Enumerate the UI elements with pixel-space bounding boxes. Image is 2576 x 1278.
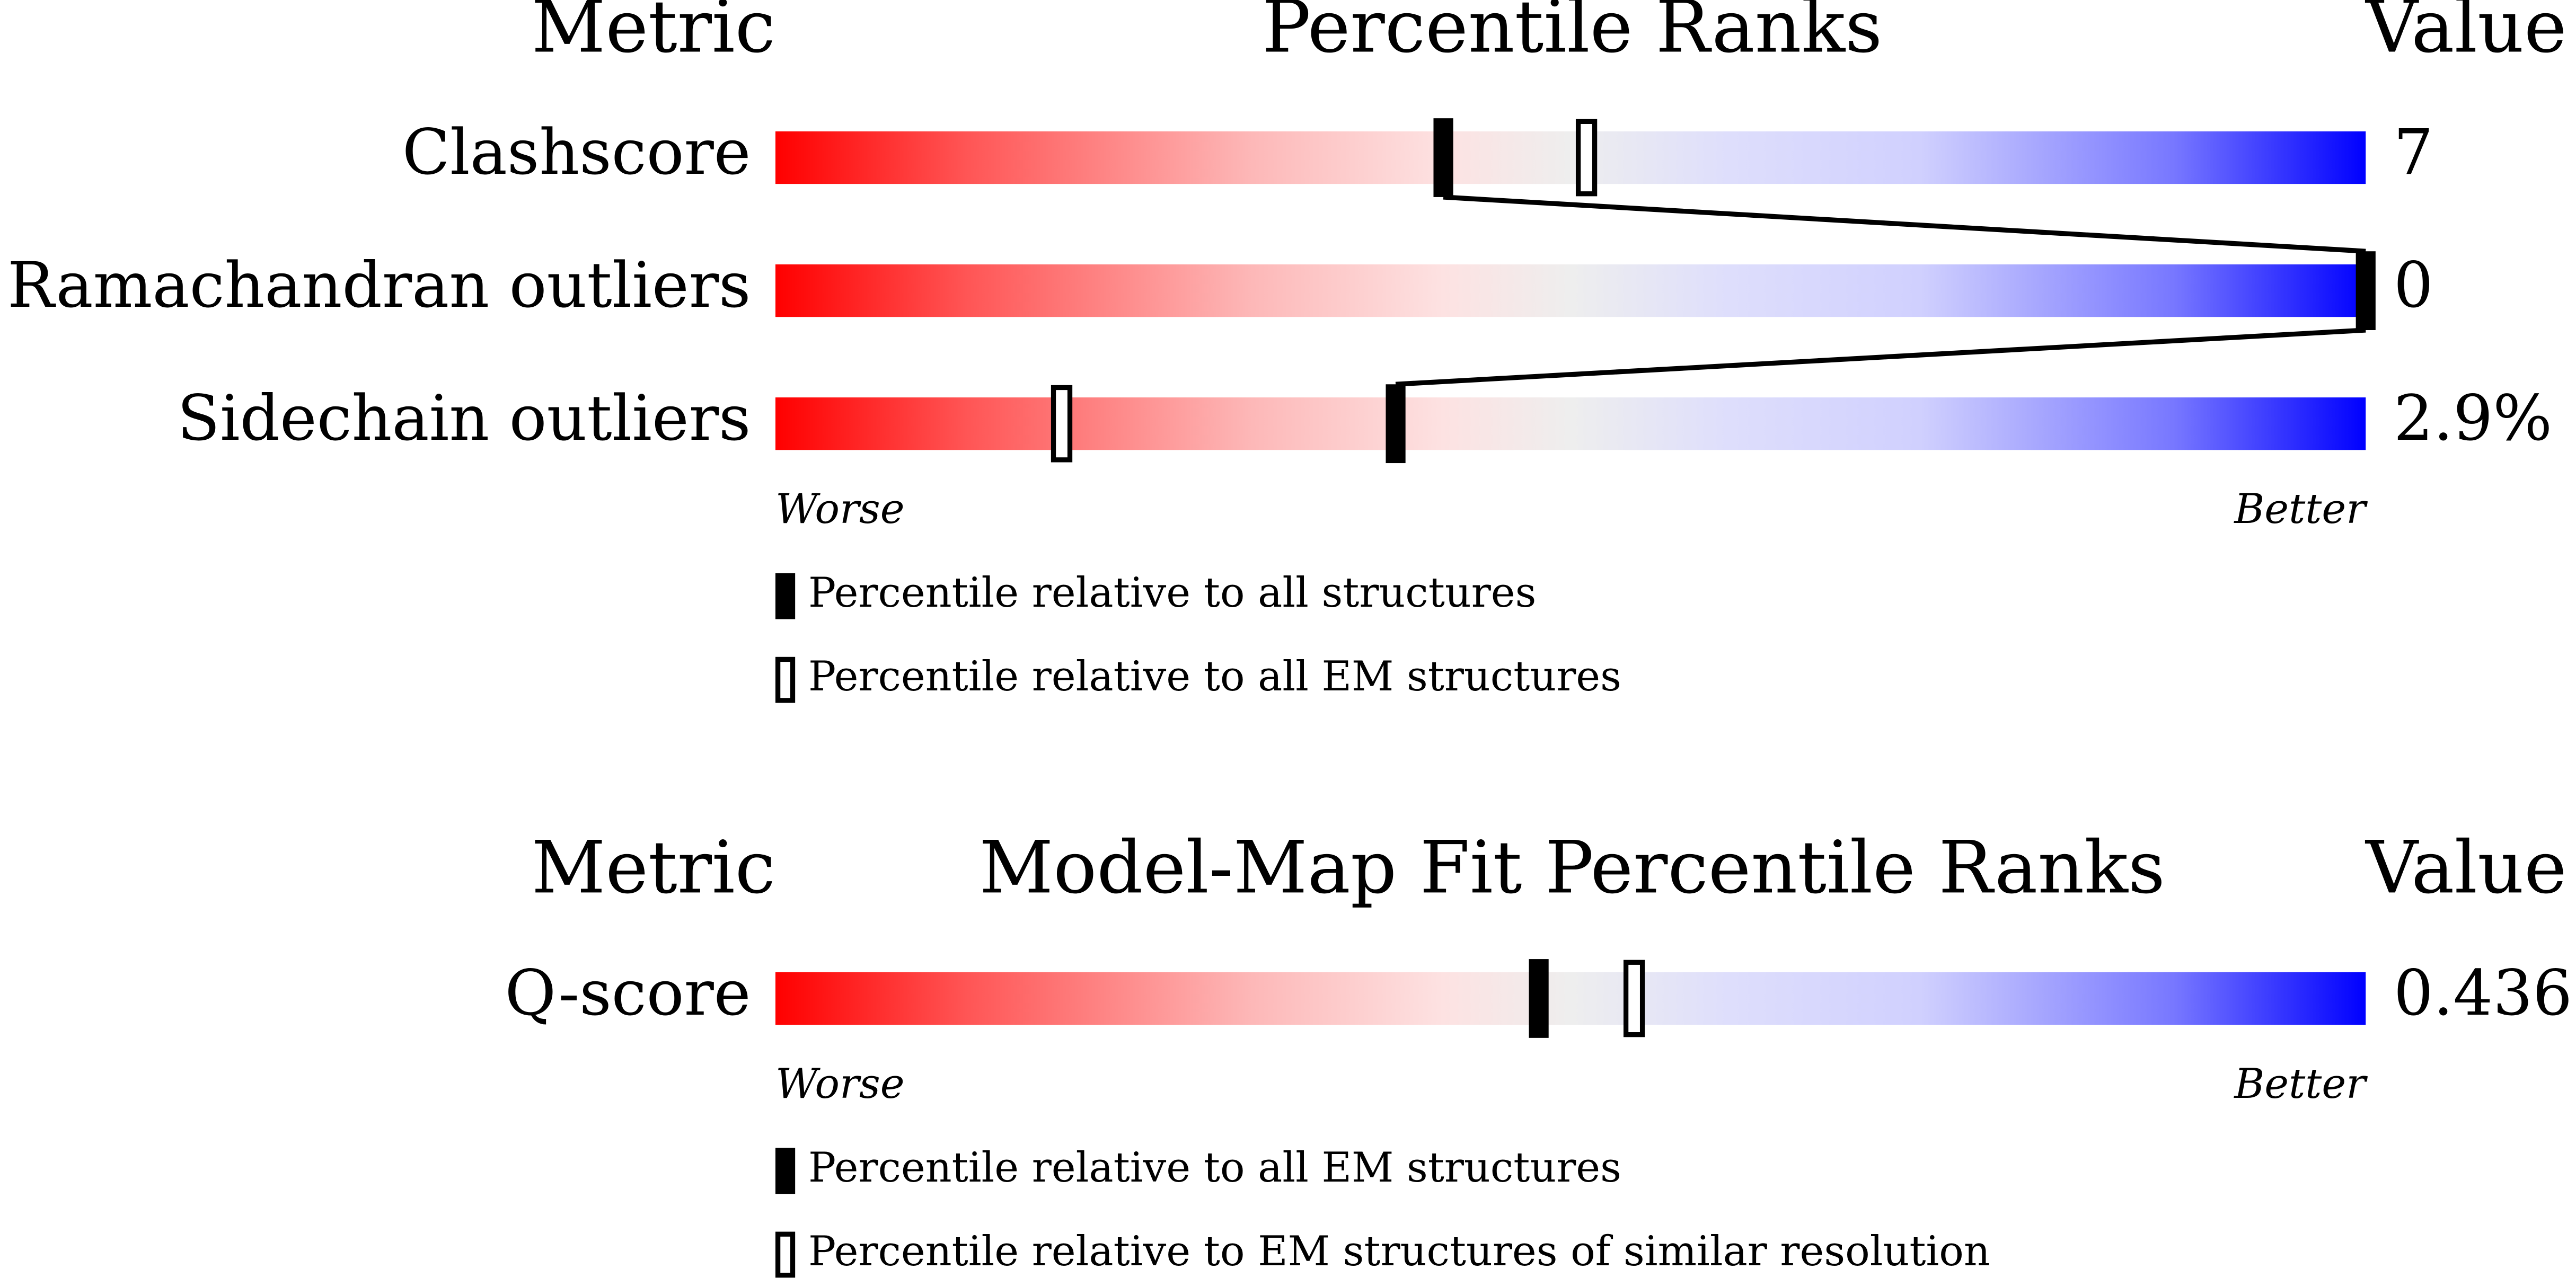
panel-title: Model-Map Fit Percentile Ranks xyxy=(980,826,2165,910)
legend-filled-icon xyxy=(775,573,796,619)
better-label: Better xyxy=(2233,1060,2368,1108)
legend-open: Percentile relative to EM structures of … xyxy=(808,1228,1990,1275)
metric-label: Ramachandran outliers xyxy=(7,249,751,322)
metric-label: Q-score xyxy=(505,957,751,1030)
legend-open: Percentile relative to all EM structures xyxy=(808,653,1621,700)
panel-title: Percentile Ranks xyxy=(1262,0,1882,69)
metric-value: 0 xyxy=(2394,249,2433,322)
metric-header: Metric xyxy=(532,0,775,69)
legend-filled: Percentile relative to all EM structures xyxy=(808,1144,1621,1192)
legend-filled: Percentile relative to all structures xyxy=(808,569,1536,617)
metric-label: Clashscore xyxy=(402,116,751,189)
metric-value: 7 xyxy=(2394,116,2433,189)
metric-header: Metric xyxy=(532,826,775,910)
metric-value: 0.436 xyxy=(2394,957,2572,1030)
legend-filled-icon xyxy=(775,1148,796,1194)
legend-open-icon xyxy=(775,656,796,703)
open-marker xyxy=(1575,119,1598,197)
connector xyxy=(1443,194,2366,254)
filled-marker xyxy=(1386,384,1406,464)
metric-label: Sidechain outliers xyxy=(177,382,751,455)
metric-value: 2.9% xyxy=(2394,382,2552,455)
worse-label: Worse xyxy=(775,485,905,533)
open-marker xyxy=(1051,385,1073,463)
percentile-bar xyxy=(775,131,2366,184)
worse-label: Worse xyxy=(775,1060,905,1108)
filled-marker xyxy=(1433,118,1453,197)
percentile-bar xyxy=(775,264,2366,317)
value-header: Value xyxy=(2365,826,2566,910)
value-header: Value xyxy=(2365,0,2566,69)
connector xyxy=(1395,327,2366,387)
percentile-bar xyxy=(775,397,2366,450)
better-label: Better xyxy=(2233,485,2368,533)
legend-open-icon xyxy=(775,1231,796,1278)
filled-marker xyxy=(2356,251,2376,330)
filled-marker xyxy=(1529,959,1549,1038)
percentile-bar xyxy=(775,972,2366,1025)
open-marker xyxy=(1623,960,1645,1037)
